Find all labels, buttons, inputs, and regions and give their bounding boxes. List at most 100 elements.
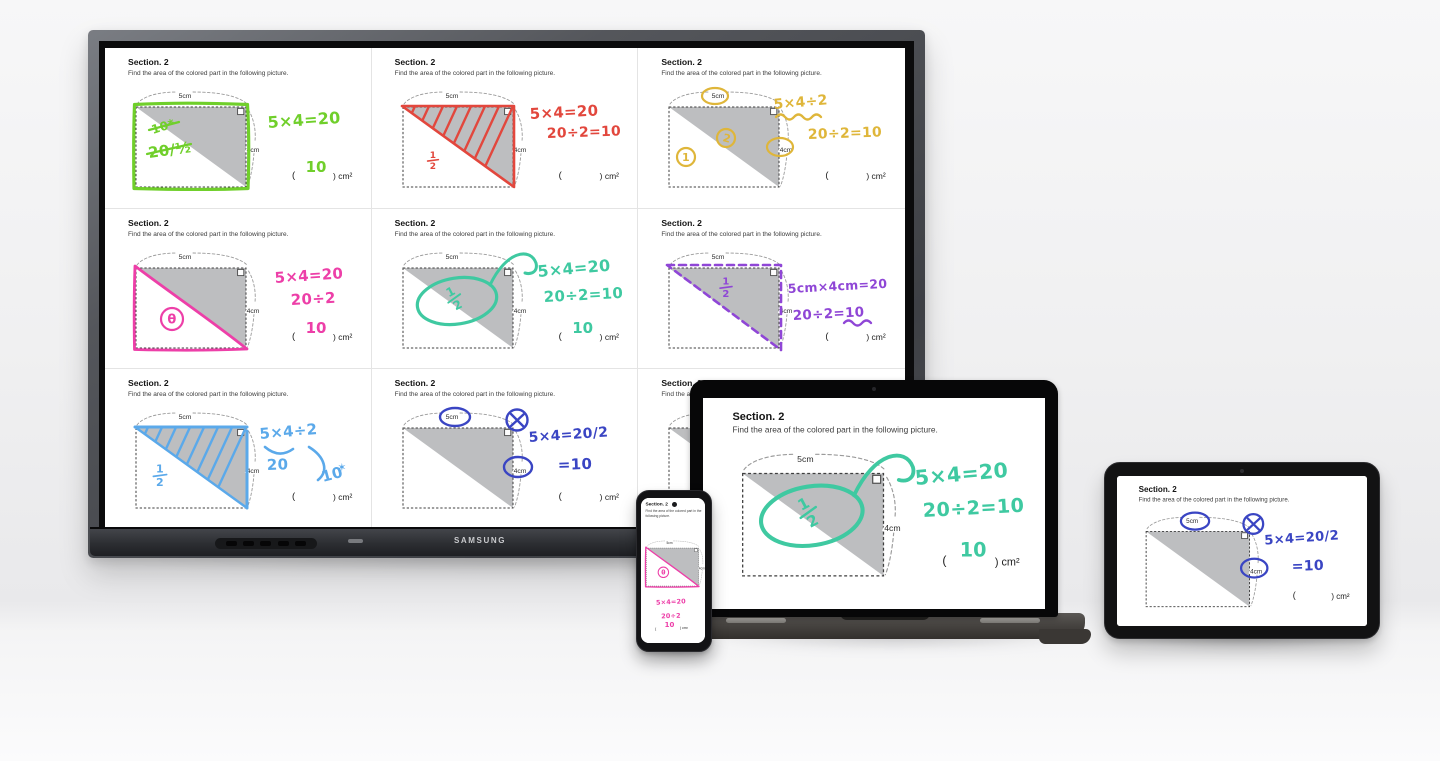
phone-camera-icon: [671, 502, 677, 507]
worksheet-teal: Section. 2 Find the area of the colored p…: [371, 208, 638, 369]
svg-text:=10: =10: [1291, 558, 1324, 575]
answer-unit: ) cm²: [333, 171, 353, 181]
svg-text:5cm: 5cm: [712, 254, 725, 261]
instruction-text: Find the area of the colored part in the…: [128, 230, 289, 238]
worksheet-blue: Section. 2 Find the area of the colored p…: [105, 369, 371, 530]
svg-text:5×4=20: 5×4=20: [529, 101, 599, 123]
display-cell-5: Section. 2 Find the area of the colored p…: [371, 208, 639, 370]
svg-text:4cm: 4cm: [247, 468, 260, 475]
svg-text:5×4=20: 5×4=20: [267, 108, 341, 132]
answer-unit: ) cm²: [599, 171, 620, 181]
svg-text:5cm: 5cm: [179, 414, 192, 421]
svg-text:2: 2: [723, 289, 730, 300]
svg-text:5cm: 5cm: [797, 454, 813, 464]
laptop-display-area: Section. 2 Find the area of the colored p…: [703, 398, 1045, 609]
answer-unit: ) cm²: [866, 171, 886, 181]
pen-tray-slot: [243, 541, 255, 546]
answer-unit: ) cm²: [599, 492, 620, 503]
svg-text:5cm: 5cm: [445, 414, 458, 421]
worksheet-navy: Section. 2 Find the area of the colored p…: [371, 369, 638, 530]
section-title: Section. 2: [128, 57, 169, 67]
svg-text:20÷2=10: 20÷2=10: [543, 284, 623, 306]
svg-text:20÷2=10: 20÷2=10: [793, 304, 865, 324]
worksheet-pink: Section. 2 Find the area of the colored p…: [105, 208, 371, 369]
worksheet-green: Section. 2 Find the area of the colored p…: [105, 48, 371, 208]
worksheet-red: Section. 2 Find the area of the colored p…: [371, 48, 638, 208]
svg-text:1: 1: [682, 151, 690, 164]
svg-text:4cm: 4cm: [884, 523, 900, 533]
instruction-text: Find the area of the colored part in the…: [661, 70, 822, 77]
worksheet-navy: Section. 2 Find the area of the colored p…: [1117, 476, 1367, 626]
instruction-text: Find the area of the colored part in the…: [394, 70, 556, 77]
answer-paren-open: (: [292, 491, 296, 503]
svg-text:5cm: 5cm: [712, 93, 725, 100]
section-title: Section. 2: [661, 217, 702, 228]
answer-paren-open: (: [292, 170, 296, 181]
instruction-text: Find the area of the colored part in the…: [128, 70, 289, 77]
display-cell-6: Section. 2 Find the area of the colored p…: [638, 208, 905, 370]
tablet: Section. 2 Find the area of the colored p…: [1104, 462, 1380, 639]
svg-text:10: 10: [319, 463, 344, 486]
answer-value: 10: [305, 318, 327, 337]
svg-text:5cm: 5cm: [1186, 518, 1198, 525]
svg-text:2: 2: [156, 476, 164, 489]
svg-text:1: 1: [156, 463, 164, 476]
answer-unit: ) cm²: [333, 492, 353, 503]
instruction-text: Find the area of the colored part in the…: [661, 230, 822, 238]
worksheet-figure: 5cm 4cm 5×4=20/2 =10: [1145, 511, 1340, 608]
svg-text:5cm: 5cm: [667, 541, 673, 545]
laptop-hinge: [726, 618, 786, 623]
instruction-text: Find the area of the colored part in the…: [394, 230, 556, 238]
section-title: Section. 2: [394, 217, 436, 228]
worksheet-purple: Section. 2 Find the area of the colored p…: [638, 208, 905, 369]
answer-value: 10: [664, 621, 675, 629]
answer-unit: ) cm²: [994, 555, 1020, 569]
laptop-hinge: [980, 618, 1040, 623]
instruction-text: Find the area of the colored part in the…: [128, 391, 289, 399]
svg-text:5cm: 5cm: [179, 93, 192, 100]
answer-paren-open: (: [825, 170, 829, 181]
svg-text:5cm: 5cm: [445, 254, 458, 261]
svg-text:20÷2: 20÷2: [290, 288, 336, 308]
samsung-logo: SAMSUNG: [453, 536, 507, 545]
worksheet-figure: 5cm 4cm 12 ✶ 5×4÷2 20 10: [133, 412, 346, 510]
pen-tray-slot: [294, 541, 306, 546]
tablet-display-area: Section. 2 Find the area of the colored p…: [1117, 476, 1367, 626]
display-screen: Section. 2 Find the area of the colored p…: [105, 48, 905, 530]
svg-text:20÷2: 20÷2: [661, 612, 681, 621]
svg-text:θ: θ: [167, 312, 176, 327]
answer-value: 10: [572, 318, 594, 337]
svg-text:5×4=20: 5×4=20: [914, 458, 1009, 490]
answer-paren-open: (: [558, 170, 562, 181]
svg-text:4cm: 4cm: [247, 147, 260, 154]
answer-unit: ) cm²: [599, 331, 620, 342]
svg-text:4cm: 4cm: [699, 566, 705, 570]
svg-text:5×4÷2: 5×4÷2: [773, 92, 828, 113]
svg-text:2: 2: [722, 131, 733, 146]
section-title: Section. 2: [661, 57, 702, 67]
svg-text:4cm: 4cm: [247, 308, 260, 315]
section-title: Section. 2: [645, 501, 668, 508]
display-cell-2: Section. 2 Find the area of the colored p…: [371, 48, 639, 209]
display-cell-7: Section. 2 Find the area of the colored p…: [105, 369, 372, 530]
svg-text:4cm: 4cm: [513, 468, 526, 475]
svg-text:4cm: 4cm: [513, 308, 526, 315]
pen-tray-slot: [260, 541, 272, 546]
svg-text:4cm: 4cm: [780, 147, 793, 154]
instruction-text: Find the area of the colored part in the…: [1138, 496, 1290, 504]
section-title: Section. 2: [394, 378, 436, 389]
section-title: Section. 2: [394, 57, 436, 67]
answer-paren-open: (: [558, 330, 562, 342]
answer-unit: ) cm²: [680, 626, 688, 631]
svg-text:5cm: 5cm: [179, 254, 192, 261]
tablet-camera-icon: [1240, 469, 1244, 473]
instruction-text: Find the area of the colored part in the…: [645, 509, 702, 518]
instruction-text: Find the area of the colored part in the…: [394, 391, 556, 399]
interactive-display: Section. 2 Find the area of the colored p…: [88, 30, 925, 558]
pen-tray-slot: [277, 541, 289, 546]
answer-paren-open: (: [942, 554, 947, 569]
